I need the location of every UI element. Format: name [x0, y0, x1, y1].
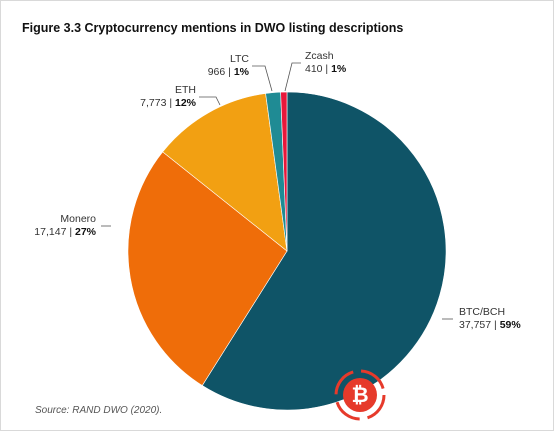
figure-title: Figure 3.3 Cryptocurrency mentions in DW…	[22, 21, 404, 35]
slice-value-eth: 7,773 | 12%	[140, 97, 197, 109]
slice-value-btc-bch: 37,757 | 59%	[459, 319, 521, 331]
slice-label-ltc: LTC	[230, 53, 249, 65]
pie-slice-eth	[162, 93, 288, 252]
leader-line-ltc	[252, 65, 273, 92]
source-note: Source: RAND DWO (2020).	[35, 405, 163, 416]
slice-label-eth: ETH	[175, 84, 196, 96]
svg-text:₿: ₿	[351, 383, 368, 407]
slice-label-btc-bch: BTC/BCH	[459, 306, 505, 318]
slice-value-monero: 17,147 | 27%	[34, 226, 96, 238]
bitcoin-logo-icon: ₿	[334, 369, 386, 421]
pie-slice-btc-bch	[201, 91, 447, 411]
leader-line-eth	[199, 96, 221, 106]
leader-line-zcash	[284, 62, 301, 92]
slice-label-monero: Monero	[60, 213, 96, 225]
slice-label-zcash: Zcash	[305, 50, 334, 62]
pie-slice-monero	[127, 151, 288, 386]
slice-value-zcash: 410 | 1%	[305, 63, 347, 75]
pie-slice-zcash	[280, 91, 288, 252]
slice-value-ltc: 966 | 1%	[208, 66, 250, 78]
